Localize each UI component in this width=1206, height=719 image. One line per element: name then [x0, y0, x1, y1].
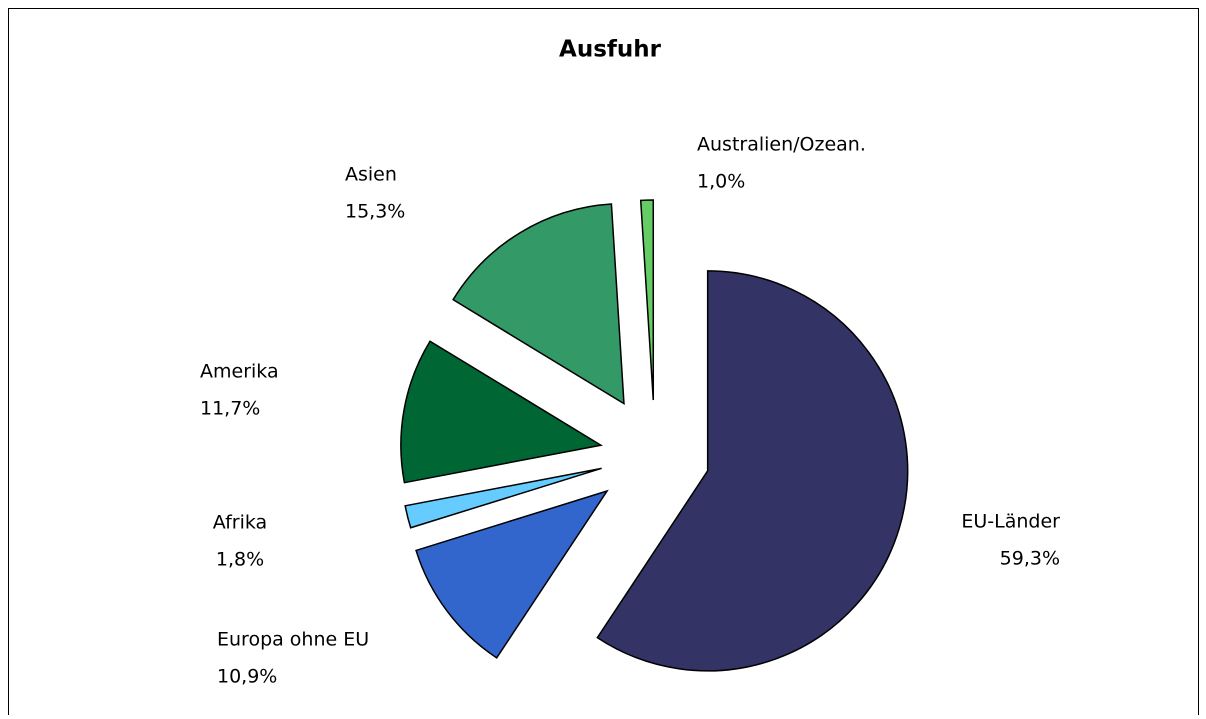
slice-label: EU-Länder [961, 511, 1060, 533]
slice-label: Afrika [213, 512, 267, 534]
chart-frame [8, 8, 1199, 715]
slice-label: Australien/Ozean. [697, 134, 866, 156]
slice-label: Asien [345, 164, 397, 186]
chart-title: Ausfuhr [559, 37, 662, 63]
value-label: 15,3% [345, 201, 405, 223]
value-label: 11,7% [200, 398, 260, 420]
slice-label: Europa ohne EU [217, 629, 369, 651]
pie-slice [639, 199, 655, 401]
value-label: 10,9% [217, 666, 277, 688]
pie-slice [400, 340, 603, 484]
slice-label: Amerika [200, 361, 279, 383]
pie-slice [404, 467, 602, 529]
value-label: 59,3% [1000, 548, 1060, 570]
pie-slice [452, 203, 625, 406]
pie-slice [596, 270, 909, 672]
pie-slice [415, 489, 609, 659]
value-label: 1,8% [216, 549, 264, 571]
value-label: 1,0% [697, 171, 745, 193]
